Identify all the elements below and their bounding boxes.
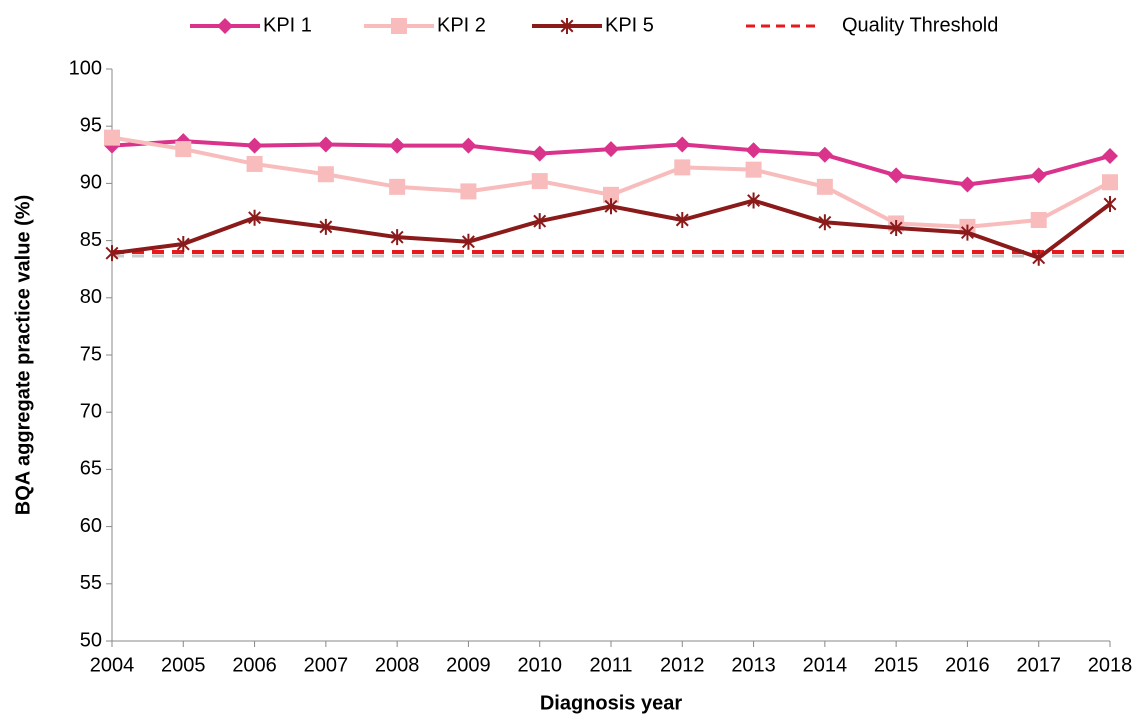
x-tick-label: 2011 [589,654,632,676]
data-point [1030,167,1047,184]
legend-label: KPI 5 [605,14,654,36]
data-point [889,220,903,237]
legend-label: KPI 1 [263,14,312,36]
y-tick-label: 100 [69,57,102,79]
data-point [317,136,334,153]
data-point [460,137,477,154]
data-point [104,129,120,146]
x-tick-label: 2015 [874,654,919,676]
y-tick-label: 75 [80,343,102,365]
data-point [747,192,761,209]
data-point [248,209,262,226]
legend-label: Quality Threshold [842,14,998,36]
data-point [531,173,548,190]
x-tick-label: 2014 [803,654,848,676]
y-tick-label: 60 [80,515,102,537]
y-tick-label: 65 [80,458,102,480]
data-point [816,178,833,195]
x-tick-label: 2008 [375,654,420,676]
data-point [960,224,974,241]
data-point [533,213,547,230]
x-tick-label: 2018 [1088,654,1133,676]
data-point [1102,174,1118,191]
x-tick-label: 2017 [1016,654,1061,676]
x-tick-label: 2010 [517,654,562,676]
data-point [461,233,475,250]
data-point [674,136,691,153]
x-tick-label: 2013 [731,654,776,676]
y-tick-label: 80 [80,286,102,308]
data-point [818,214,832,231]
y-tick-label: 55 [80,572,102,594]
data-point [603,186,619,203]
y-tick-label: 50 [80,629,102,651]
data-point [1102,147,1118,164]
data-point [176,236,190,253]
data-point [319,218,333,235]
x-tick-label: 2004 [90,654,135,676]
legend-marker [217,18,233,34]
data-point [389,137,406,154]
y-tick-label: 70 [80,400,102,422]
data-point [317,166,334,183]
data-point [246,137,263,154]
data-point [1032,249,1046,266]
data-point [175,141,192,158]
x-tick-label: 2009 [446,654,491,676]
data-point [959,176,976,193]
legend-label: KPI 2 [437,14,486,36]
y-tick-label: 85 [80,229,102,251]
x-tick-label: 2016 [945,654,990,676]
x-tick-label: 2006 [232,654,277,676]
data-point [816,146,833,163]
data-point [745,142,762,159]
data-point [603,141,619,158]
data-point [604,198,618,215]
data-point [1103,195,1117,212]
data-point [674,159,691,176]
data-point [531,145,548,162]
data-point [1030,212,1047,229]
x-tick-label: 2007 [304,654,349,676]
data-point [389,178,406,195]
x-tick-label: 2005 [161,654,206,676]
y-tick-label: 90 [80,172,102,194]
x-tick-label: 2012 [660,654,705,676]
data-point [888,167,905,184]
legend-marker [391,18,407,34]
x-axis-title: Diagnosis year [540,692,683,714]
data-point [105,245,119,262]
data-point [246,155,263,172]
y-tick-label: 95 [80,114,102,136]
data-point [390,229,404,246]
data-point [675,212,689,229]
data-point [745,161,762,178]
data-point [460,183,477,200]
legend-marker [560,18,574,34]
y-axis-title: BQA aggregate practice value (%) [12,195,34,515]
